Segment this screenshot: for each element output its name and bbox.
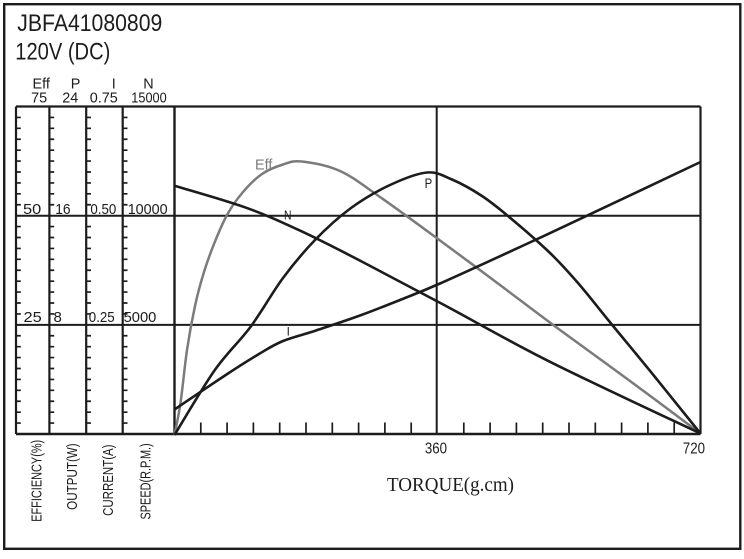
svg-text:120V (DC): 120V (DC) xyxy=(15,39,110,66)
svg-text:I: I xyxy=(112,76,116,92)
svg-text:SPEED(R.P.M.): SPEED(R.P.M.) xyxy=(138,443,155,519)
svg-text:0.75: 0.75 xyxy=(90,90,118,106)
svg-text:10000: 10000 xyxy=(128,201,168,218)
svg-text:5000: 5000 xyxy=(124,309,157,326)
svg-text:I: I xyxy=(287,325,290,338)
svg-text:360: 360 xyxy=(425,440,448,457)
svg-text:Eff: Eff xyxy=(255,158,273,174)
svg-text:Eff: Eff xyxy=(33,76,51,92)
svg-text:16: 16 xyxy=(55,201,70,218)
svg-text:P: P xyxy=(71,76,81,92)
svg-text:75: 75 xyxy=(31,90,47,106)
svg-text:N: N xyxy=(284,209,292,223)
svg-text:25: 25 xyxy=(24,309,42,326)
svg-text:0.50: 0.50 xyxy=(90,201,116,218)
svg-text:15000: 15000 xyxy=(131,90,166,106)
svg-text:720: 720 xyxy=(683,440,706,457)
svg-text:50: 50 xyxy=(23,201,41,218)
svg-text:0.25: 0.25 xyxy=(89,309,115,326)
svg-text:CURRENT(A): CURRENT(A) xyxy=(100,444,117,515)
svg-text:N: N xyxy=(143,76,153,92)
svg-text:8: 8 xyxy=(54,309,62,326)
svg-text:JBFA41080809: JBFA41080809 xyxy=(17,10,162,37)
svg-text:OUTPUT(W): OUTPUT(W) xyxy=(64,443,81,510)
svg-text:EFFICIENCY(%): EFFICIENCY(%) xyxy=(28,440,45,522)
svg-text:P: P xyxy=(425,176,433,191)
svg-text:24: 24 xyxy=(62,90,78,106)
svg-text:TORQUE(g.cm): TORQUE(g.cm) xyxy=(387,474,514,496)
